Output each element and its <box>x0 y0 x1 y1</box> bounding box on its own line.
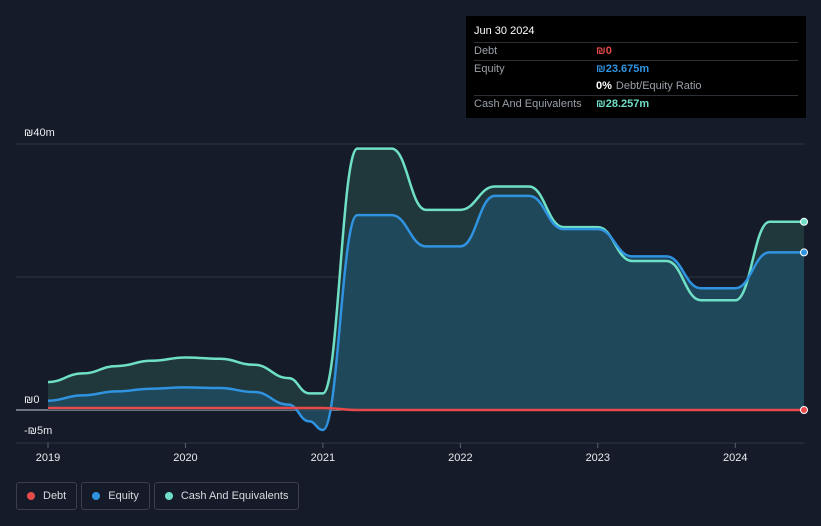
legend-label-equity: Equity <box>108 490 139 502</box>
tooltip-panel: Jun 30 2024 Debt ₪0 Equity ₪23.675m 0% D… <box>466 16 806 118</box>
x-axis-ticks: 2019 2020 2021 2022 2023 2024 <box>36 443 748 464</box>
tooltip-label-debt: Debt <box>474 45 498 57</box>
legend-dot-equity <box>92 492 101 500</box>
end-marker-equity <box>800 248 808 257</box>
tooltip-value-cash: ₪28.257m <box>596 98 650 110</box>
x-tick-label-1: 2020 <box>173 452 197 464</box>
tooltip-row-cash: Cash And Equivalents ₪28.257m <box>474 95 798 113</box>
series-line-debt <box>48 406 804 412</box>
y-axis-ticks: ₪40m ₪0 -₪5m <box>24 127 55 437</box>
tooltip-value-debt: ₪0 <box>596 45 612 57</box>
legend-label-cash: Cash And Equivalents <box>180 490 289 502</box>
tooltip-label-cash: Cash And Equivalents <box>474 98 582 110</box>
chart-areas <box>48 148 804 430</box>
end-marker-cash <box>800 217 808 226</box>
tooltip-row-debt: Debt ₪0 <box>474 42 798 60</box>
y-tick-label-0: ₪40m <box>24 127 55 139</box>
end-marker-debt <box>800 406 808 414</box>
tooltip-ratio-caption: Debt/Equity Ratio <box>615 80 702 92</box>
chart-lines <box>47 147 804 432</box>
chart-legend: Debt Equity Cash And Equivalents <box>16 482 300 510</box>
legend-label-debt: Debt <box>43 490 67 502</box>
tooltip-value-ratio: 0% <box>596 80 612 92</box>
series-line-equity <box>47 194 804 432</box>
chart-end-markers <box>800 217 808 414</box>
x-tick-label-3: 2022 <box>448 452 472 464</box>
legend-dot-debt <box>27 492 35 500</box>
y-tick-label-2: -₪5m <box>24 425 52 437</box>
legend-item-debt[interactable]: Debt <box>16 482 78 510</box>
equity-area <box>48 195 804 430</box>
x-tick-label-5: 2024 <box>723 452 747 464</box>
legend-dot-cash <box>164 492 173 500</box>
tooltip-label-equity: Equity <box>474 63 505 75</box>
x-tick-label-2: 2021 <box>311 452 335 464</box>
tooltip-date: Jun 30 2024 <box>474 25 535 37</box>
x-tick-label-0: 2019 <box>36 452 60 464</box>
legend-item-cash[interactable]: Cash And Equivalents <box>153 482 300 510</box>
legend-item-equity[interactable]: Equity <box>81 482 150 510</box>
tooltip-value-equity: ₪23.675m <box>596 63 650 75</box>
tooltip-row-ratio: 0% Debt/Equity Ratio <box>474 78 798 95</box>
tooltip-row-equity: Equity ₪23.675m <box>474 60 798 78</box>
tooltip-label-ratio <box>474 78 596 95</box>
y-tick-label-1: ₪0 <box>24 394 39 406</box>
x-tick-label-4: 2023 <box>586 452 610 464</box>
series-line-cash <box>47 147 804 395</box>
